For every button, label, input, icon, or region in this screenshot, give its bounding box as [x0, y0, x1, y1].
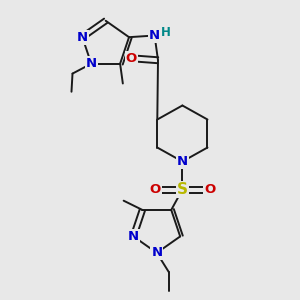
Text: N: N: [151, 246, 162, 260]
Text: O: O: [149, 183, 161, 196]
Text: O: O: [126, 52, 137, 65]
Text: N: N: [177, 155, 188, 168]
Text: H: H: [161, 26, 171, 39]
Text: N: N: [128, 230, 139, 243]
Text: N: N: [149, 29, 160, 42]
Text: S: S: [177, 182, 188, 197]
Text: N: N: [86, 57, 97, 70]
Text: O: O: [204, 183, 215, 196]
Text: N: N: [77, 31, 88, 44]
